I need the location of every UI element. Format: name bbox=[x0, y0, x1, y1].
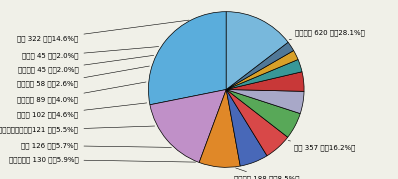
Text: 不明 322 丁（14.6%）: 不明 322 丁（14.6%） bbox=[17, 20, 189, 42]
Wedge shape bbox=[226, 50, 298, 90]
Text: 日本 357 丁（16.2%）: 日本 357 丁（16.2%） bbox=[288, 141, 356, 151]
Wedge shape bbox=[148, 12, 226, 105]
Wedge shape bbox=[150, 90, 226, 163]
Wedge shape bbox=[226, 72, 304, 91]
Wedge shape bbox=[226, 12, 288, 90]
Wedge shape bbox=[226, 42, 294, 90]
Text: イタリア 58 丁）2.6%）: イタリア 58 丁）2.6%） bbox=[18, 66, 150, 87]
Wedge shape bbox=[226, 90, 300, 137]
Wedge shape bbox=[226, 59, 302, 90]
Text: ブラジル 89 丁）4.0%）: ブラジル 89 丁）4.0%） bbox=[18, 82, 146, 103]
Wedge shape bbox=[226, 90, 288, 156]
Text: 中国 126 丁）5.7%）: 中国 126 丁）5.7%） bbox=[21, 142, 172, 149]
Wedge shape bbox=[226, 90, 267, 166]
Text: その他 45 丁）2.0%）: その他 45 丁）2.0%） bbox=[22, 47, 159, 59]
Wedge shape bbox=[199, 90, 240, 167]
Wedge shape bbox=[226, 90, 304, 113]
Text: フィリピン 130 丁）5.9%）: フィリピン 130 丁）5.9%） bbox=[9, 156, 195, 163]
Text: ロシア（旧ソ連）121 丁）5.5%）: ロシア（旧ソ連）121 丁）5.5%） bbox=[0, 126, 155, 133]
Text: ドイツ 102 丁）4.6%）: ドイツ 102 丁）4.6%） bbox=[17, 103, 147, 118]
Text: スペイン 45 丁）2.0%）: スペイン 45 丁）2.0%） bbox=[18, 55, 154, 73]
Text: アメリカ 620 丁（28.1%）: アメリカ 620 丁（28.1%） bbox=[289, 30, 365, 40]
Text: ベルギー 188 丁）8.5%）: ベルギー 188 丁）8.5%） bbox=[234, 168, 300, 179]
